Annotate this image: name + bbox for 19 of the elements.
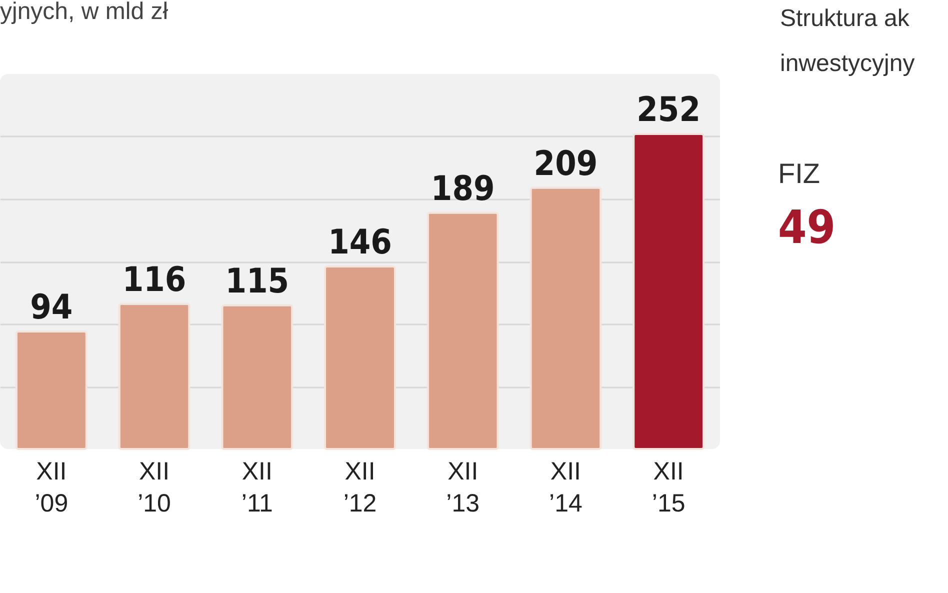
data-label: 115 [225,261,290,302]
x-tick-label: XII ’10 [138,458,171,518]
chart-title: yjnych, w mld zł [0,0,169,25]
data-label: 146 [328,222,392,262]
text: 49 [778,200,836,254]
data-label: 252 [636,90,700,130]
data-label: 94 [30,288,73,328]
text: FIZ [778,158,820,190]
x-tick-label: XII ’09 [34,458,68,518]
x-tick-label: XII ’15 [652,458,686,518]
text: Struktura ak [780,5,910,33]
x-tick-label: XII ’12 [343,458,377,518]
text: inwestycyjny [780,50,915,78]
x-tick-label: XII ’11 [241,458,273,518]
data-label: 189 [430,168,495,209]
data-label: 116 [122,260,186,300]
data-label: 209 [534,144,598,184]
x-tick-label: XII ’14 [549,458,582,518]
x-tick-label: XII ’13 [446,458,480,518]
